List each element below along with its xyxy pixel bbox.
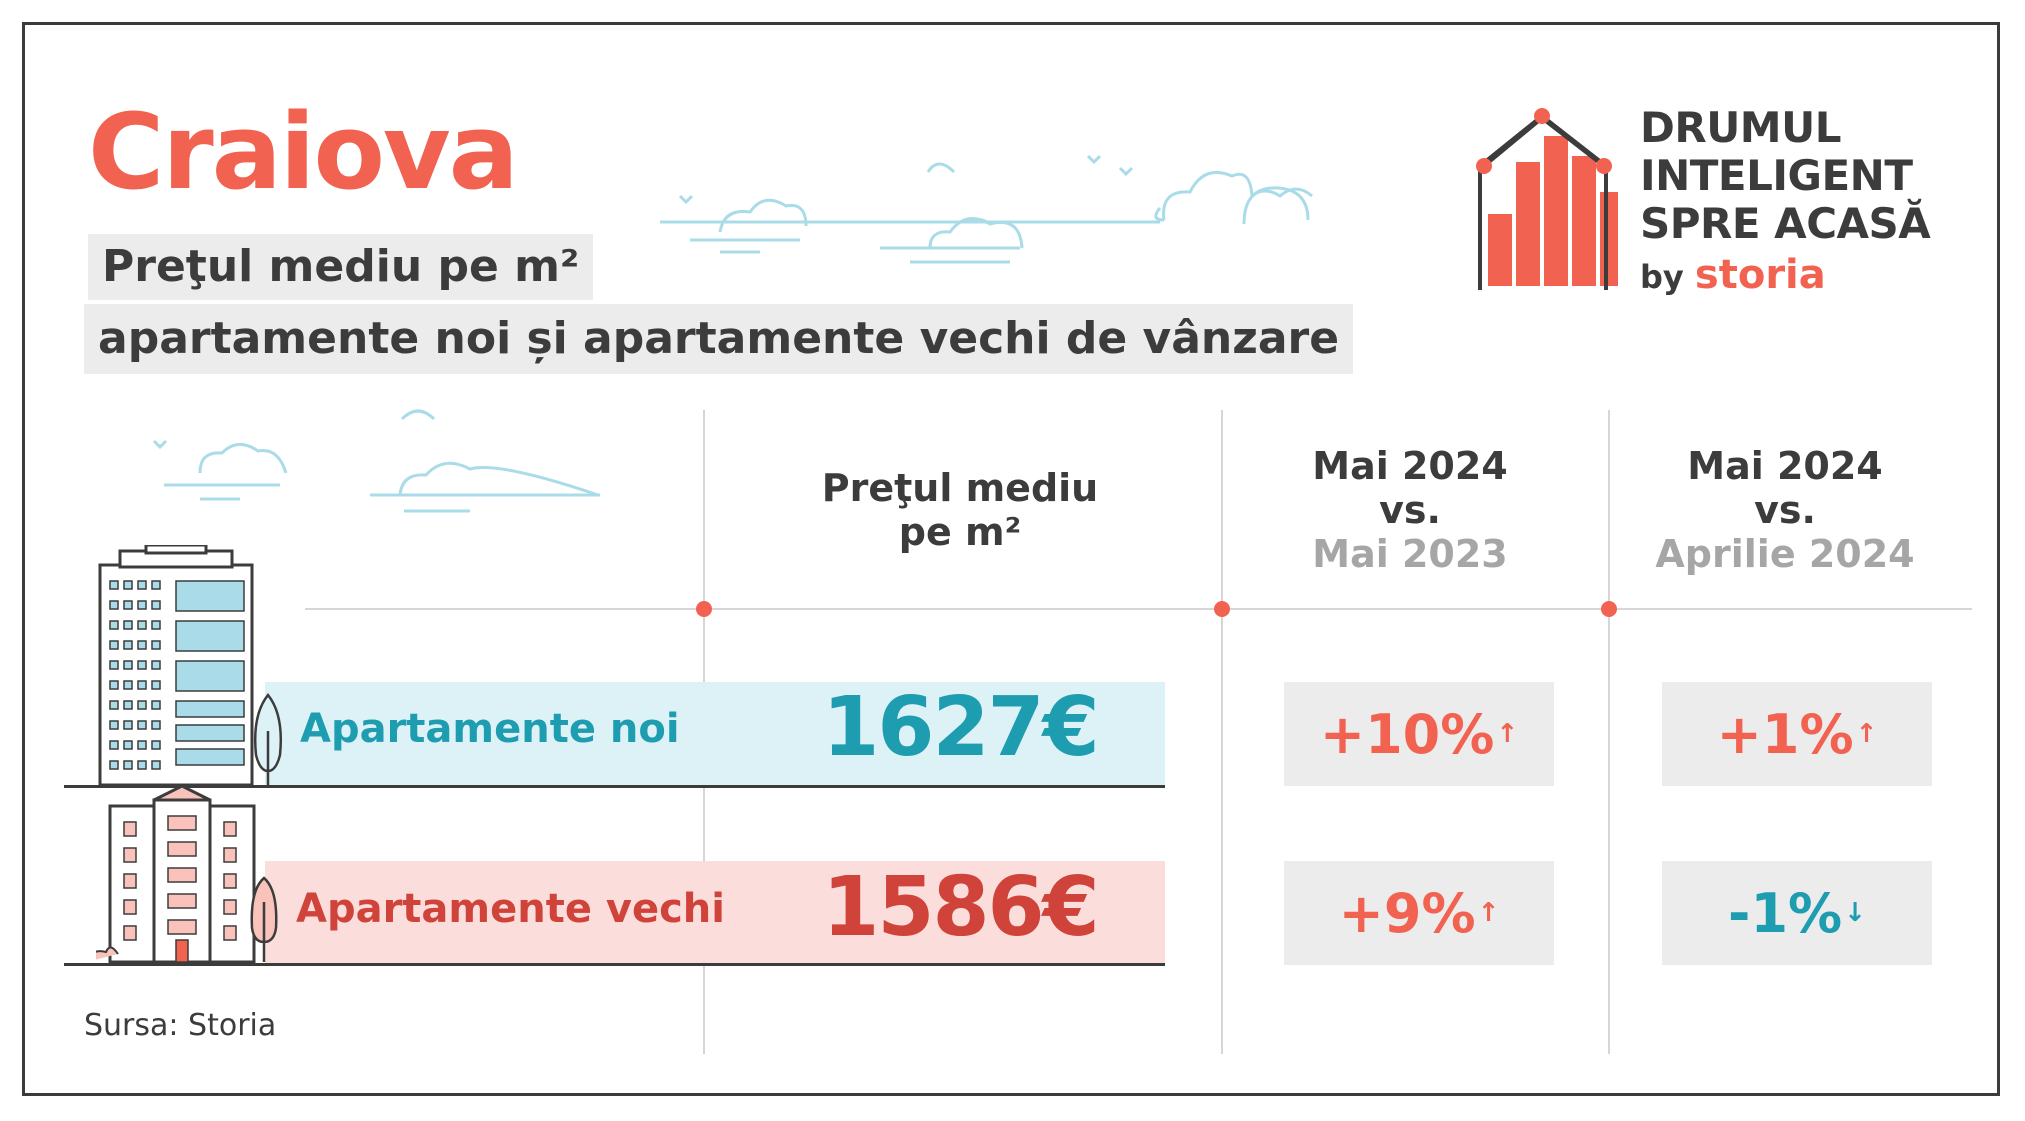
row-new-price: 1627€ xyxy=(822,680,1099,775)
frame-border xyxy=(22,22,2000,1096)
yoy-header-line1: Mai 2024 xyxy=(1312,444,1508,488)
clouds-top-decoration xyxy=(660,154,1313,264)
row-old-baseline xyxy=(64,963,1165,966)
storia-brand-text: storia xyxy=(1694,252,1826,298)
yoy-header-line2: vs. xyxy=(1379,488,1441,532)
row-new-label: Apartamente noi xyxy=(300,706,680,752)
arrow-up-icon: ↑ xyxy=(1855,719,1878,749)
mom-header-line2: vs. xyxy=(1754,488,1816,532)
grid-node-dot xyxy=(1214,601,1230,617)
logo-line-3: SPRE ACASĂ xyxy=(1640,199,1931,248)
clouds-left-decoration xyxy=(152,409,600,513)
grid-node-dot xyxy=(1601,601,1617,617)
logo-line-1: DRUMUL xyxy=(1640,103,1841,152)
row-old-label: Apartamente vechi xyxy=(296,886,725,932)
row-old-yoy-change: +9% ↑ xyxy=(1284,861,1554,965)
mom-header-line3: Aprilie 2024 xyxy=(1655,532,1915,576)
page-title: Craiova xyxy=(88,91,519,213)
row-old-price: 1586€ xyxy=(822,860,1099,955)
arrow-up-icon: ↑ xyxy=(1477,898,1500,928)
arrow-up-icon: ↑ xyxy=(1496,719,1519,749)
subtitle-line2: apartamente noi și apartamente vechi de … xyxy=(84,304,1354,374)
price-column-header: Preţul mediu pe m² xyxy=(760,466,1160,554)
arrow-down-icon: ↓ xyxy=(1844,898,1866,928)
row-new-yoy-value: +10% xyxy=(1319,702,1495,766)
mom-header-line1: Mai 2024 xyxy=(1687,444,1883,488)
row-new-mom-change: +1% ↑ xyxy=(1662,682,1932,786)
mom-column-header: Mai 2024 vs. Aprilie 2024 xyxy=(1600,444,1970,576)
row-old-yoy-value: +9% xyxy=(1338,881,1476,945)
yoy-header-line3: Mai 2023 xyxy=(1312,532,1508,576)
price-header-line2: pe m² xyxy=(898,510,1022,554)
new-building-icon xyxy=(98,545,283,787)
old-building-icon xyxy=(96,784,278,964)
row-old-mom-change: -1% ↓ xyxy=(1662,861,1932,965)
subtitle-line1: Preţul mediu pe m² xyxy=(88,234,594,300)
logo-byline: by storia xyxy=(1640,252,1826,298)
logo-wordmark: DRUMUL INTELIGENT SPRE ACASĂ xyxy=(1640,103,1931,248)
source-note: Sursa: Storia xyxy=(84,1008,277,1043)
row-old-mom-value: -1% xyxy=(1728,881,1843,945)
price-header-line1: Preţul mediu xyxy=(821,466,1099,510)
row-new-yoy-change: +10% ↑ xyxy=(1284,682,1554,786)
row-new-mom-value: +1% xyxy=(1716,702,1854,766)
row-new-background xyxy=(265,682,1165,786)
row-new-baseline xyxy=(64,785,1165,788)
logo-line-2: INTELIGENT xyxy=(1640,151,1913,200)
row-old-background xyxy=(265,861,1165,965)
logo-by-text: by xyxy=(1640,258,1684,296)
grid-node-dot xyxy=(696,601,712,617)
yoy-column-header: Mai 2024 vs. Mai 2023 xyxy=(1220,444,1600,576)
bar-chart-house-logo-icon xyxy=(1476,108,1618,290)
